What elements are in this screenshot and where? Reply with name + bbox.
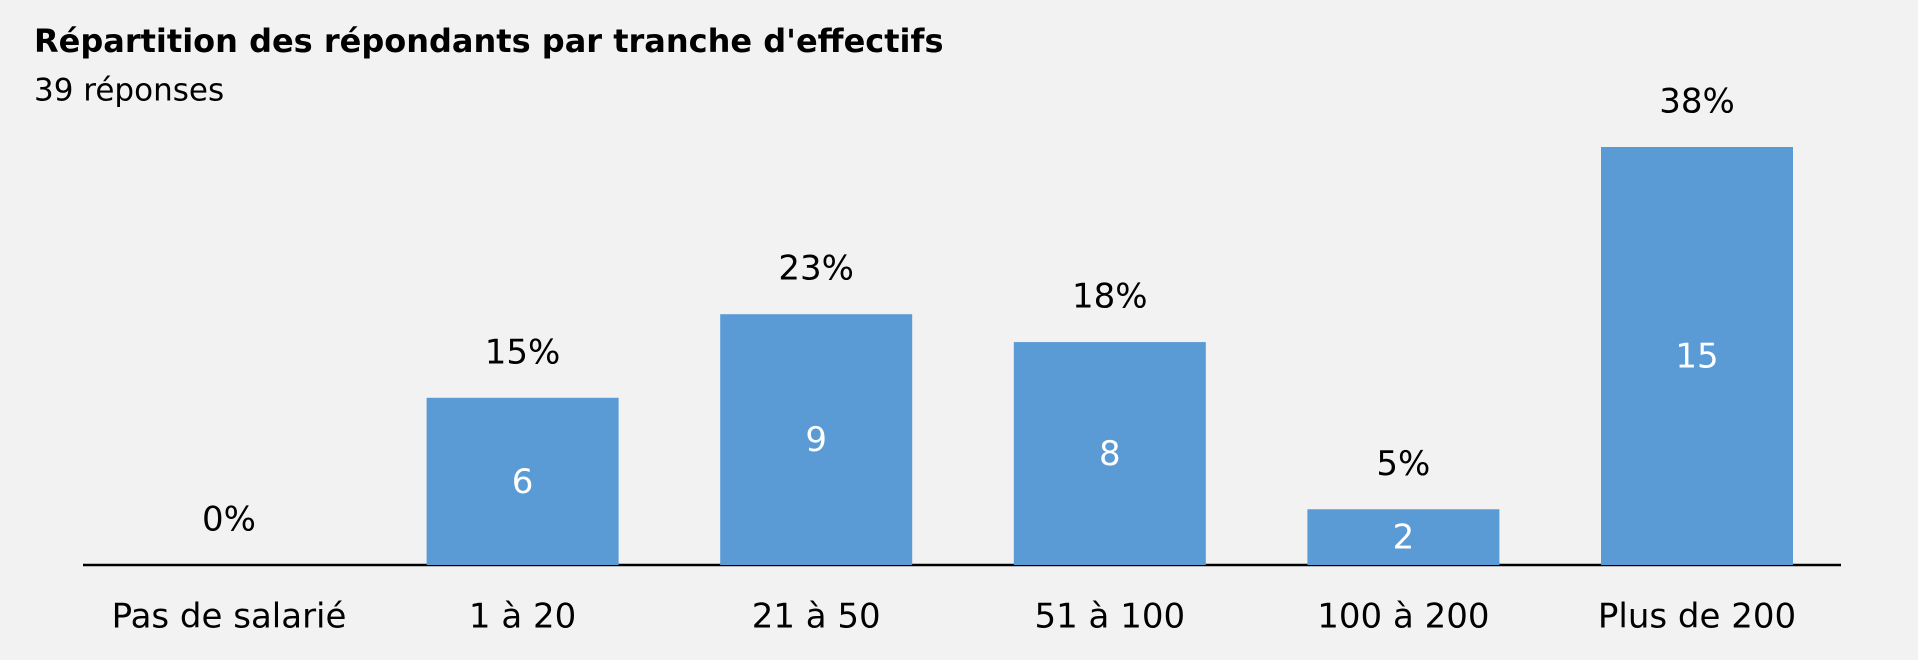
percent-label: 0% (202, 500, 256, 540)
bar (720, 314, 913, 565)
x-tick-label: 1 à 20 (469, 597, 576, 637)
bar (1013, 342, 1206, 565)
value-label: 15 (1675, 337, 1718, 377)
value-label: 8 (1099, 434, 1121, 474)
chart-subtitle: 39 réponses (34, 73, 224, 109)
bar (1601, 147, 1793, 565)
value-label: 9 (805, 420, 827, 460)
chart-title: Répartition des répondants par tranche d… (34, 22, 943, 60)
bar (1307, 509, 1500, 565)
x-tick-label: Plus de 200 (1598, 597, 1796, 637)
percent-label: 18% (1072, 277, 1148, 317)
value-label: 2 (1393, 518, 1415, 558)
percent-label: 5% (1376, 444, 1430, 484)
percent-label: 23% (778, 249, 854, 289)
x-tick-label: Pas de salarié (112, 597, 347, 637)
percent-label: 38% (1659, 82, 1735, 122)
x-tick-label: 21 à 50 (752, 597, 881, 637)
x-tick-label: 100 à 200 (1317, 597, 1489, 637)
percent-label: 15% (485, 332, 561, 372)
value-label: 6 (512, 462, 534, 502)
bar (426, 397, 619, 565)
x-tick-label: 51 à 100 (1034, 597, 1185, 637)
